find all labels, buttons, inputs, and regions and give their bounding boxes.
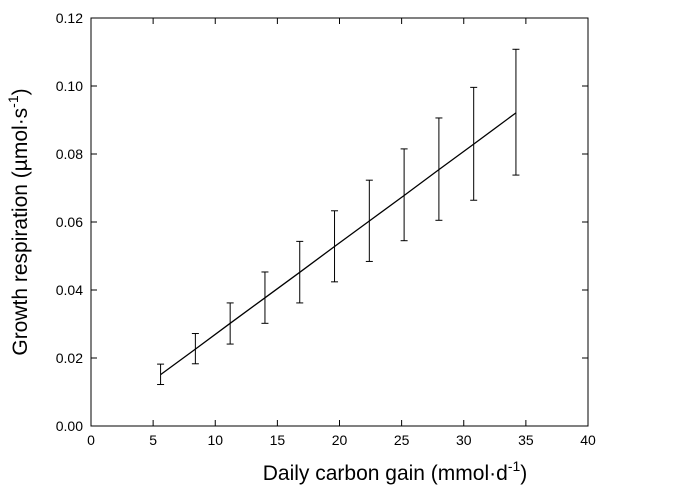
y-tick-label: 0.02 bbox=[56, 350, 83, 366]
y-axis-label-end: ) bbox=[9, 88, 32, 95]
y-axis-ticks: 0.00 0.02 0.04 0.06 0.08 0.10 0.12 bbox=[56, 10, 588, 434]
series-group bbox=[157, 48, 520, 386]
x-axis-label: Daily carbon gain (mmol·d-1) bbox=[263, 458, 528, 485]
error-bar bbox=[191, 333, 199, 365]
y-tick-label: 0.10 bbox=[56, 78, 83, 94]
x-tick-label: 35 bbox=[518, 432, 534, 448]
series-line bbox=[160, 112, 517, 376]
x-axis-label-text: Daily carbon gain (mmol·d bbox=[263, 462, 508, 485]
plot-area bbox=[90, 17, 589, 427]
x-axis-label-superscript: -1 bbox=[508, 458, 521, 474]
error-bar bbox=[157, 363, 165, 386]
y-tick-label: 0.04 bbox=[56, 282, 83, 298]
y-tick-label: 0.06 bbox=[56, 214, 83, 230]
error-bar bbox=[365, 179, 373, 262]
error-bar bbox=[470, 86, 478, 201]
x-tick-label: 10 bbox=[207, 432, 223, 448]
x-tick-label: 0 bbox=[87, 432, 95, 448]
x-tick-label: 25 bbox=[394, 432, 410, 448]
error-bar bbox=[261, 271, 269, 324]
error-bar bbox=[400, 148, 408, 242]
y-axis-label: Growth respiration (µmol·s-1) bbox=[5, 88, 32, 355]
error-bar bbox=[296, 240, 304, 304]
error-bar bbox=[331, 210, 339, 283]
x-tick-label: 40 bbox=[580, 432, 596, 448]
x-tick-label: 30 bbox=[456, 432, 472, 448]
y-tick-label: 0.08 bbox=[56, 146, 83, 162]
x-tick-label: 15 bbox=[270, 432, 286, 448]
x-tick-label: 20 bbox=[332, 432, 348, 448]
y-tick-label: 0.12 bbox=[56, 10, 83, 26]
x-tick-label: 5 bbox=[149, 432, 157, 448]
error-bar bbox=[512, 48, 520, 176]
error-bar bbox=[435, 117, 443, 221]
y-tick-label: 0.00 bbox=[56, 418, 83, 434]
x-axis-ticks: 0 5 10 15 20 25 30 35 40 bbox=[87, 18, 596, 448]
error-bar bbox=[226, 302, 234, 345]
y-axis-label-superscript: -1 bbox=[5, 95, 21, 108]
y-axis-label-text: Growth respiration (µmol·s bbox=[9, 108, 32, 356]
x-axis-label-end: ) bbox=[520, 462, 527, 485]
